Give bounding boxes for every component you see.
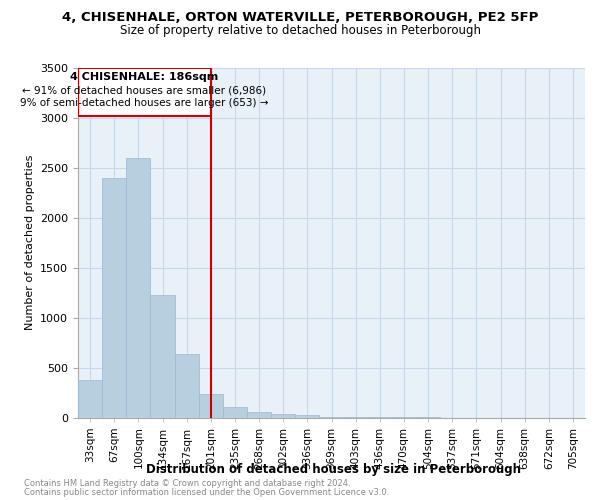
Bar (295, 415, 319, 418)
Y-axis label: Number of detached properties: Number of detached properties (25, 155, 35, 330)
FancyBboxPatch shape (78, 68, 211, 116)
Bar (175, 354, 199, 418)
Bar (247, 412, 271, 418)
Bar (223, 406, 247, 418)
Bar (151, 294, 175, 418)
Text: 4 CHISENHALE: 186sqm: 4 CHISENHALE: 186sqm (70, 72, 218, 82)
Text: ← 91% of detached houses are smaller (6,986): ← 91% of detached houses are smaller (6,… (22, 86, 266, 96)
Text: Contains HM Land Registry data © Crown copyright and database right 2024.: Contains HM Land Registry data © Crown c… (24, 479, 350, 488)
Text: 9% of semi-detached houses are larger (653) →: 9% of semi-detached houses are larger (6… (20, 98, 269, 108)
Text: Distribution of detached houses by size in Peterborough: Distribution of detached houses by size … (146, 462, 521, 475)
Text: 4, CHISENHALE, ORTON WATERVILLE, PETERBOROUGH, PE2 5FP: 4, CHISENHALE, ORTON WATERVILLE, PETERBO… (62, 11, 538, 24)
Text: Contains public sector information licensed under the Open Government Licence v3: Contains public sector information licen… (24, 488, 389, 497)
Bar (319, 416, 344, 418)
Bar (126, 158, 151, 418)
Bar (344, 417, 368, 418)
Text: Size of property relative to detached houses in Peterborough: Size of property relative to detached ho… (119, 24, 481, 37)
Bar (199, 394, 223, 417)
Bar (102, 178, 126, 418)
Bar (271, 414, 295, 418)
Bar (78, 380, 102, 418)
